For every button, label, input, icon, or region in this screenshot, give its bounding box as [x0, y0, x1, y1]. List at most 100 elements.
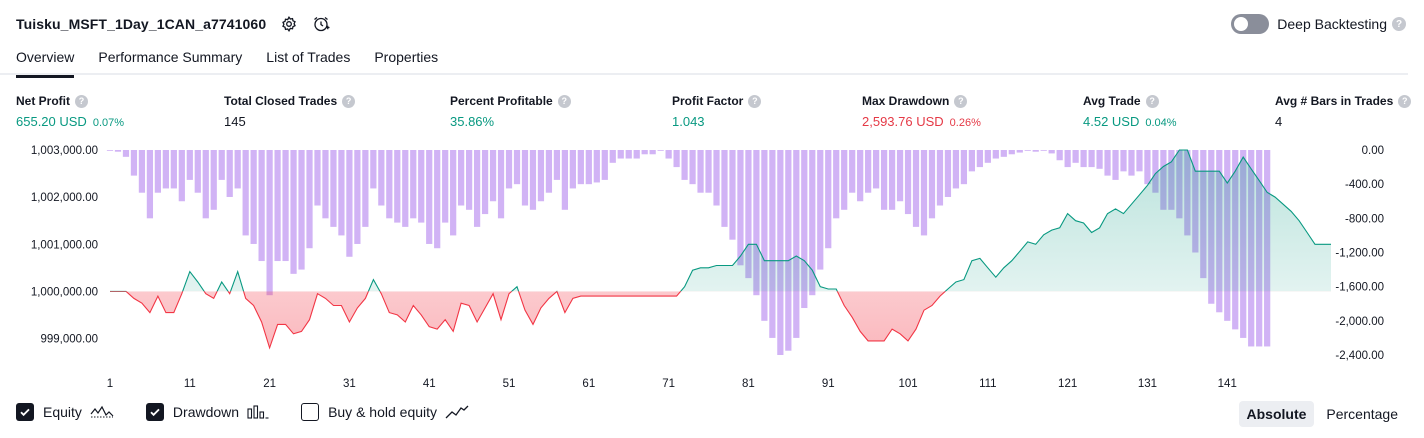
metric-info-icon[interactable]: ? [342, 94, 356, 108]
drawdown-bar-105 [936, 150, 944, 206]
drawdown-bar-59 [569, 150, 576, 189]
strategy-header: Tuisku_MSFT_1Day_1CAN_a7741060 [16, 12, 330, 36]
drawdown-checkbox[interactable] [145, 403, 164, 421]
metric-info-icon[interactable]: ? [954, 94, 968, 108]
x-tick-131: 131 [1138, 378, 1157, 390]
drawdown-bar-82 [753, 150, 760, 296]
deep-backtesting-toggle[interactable] [1231, 14, 1270, 34]
drawdown-bar-24 [290, 150, 297, 274]
drawdown-bar-104 [928, 150, 936, 219]
metric-label: Profit Factor? [672, 94, 762, 108]
legend-drawdown[interactable]: Drawdown [145, 403, 269, 421]
drawdown-bar-47 [473, 150, 481, 227]
tab-properties[interactable]: Properties [374, 49, 439, 65]
drawdown-bar-64 [609, 150, 616, 163]
drawdown-bar-108 [960, 150, 968, 185]
drawdown-bar-42 [434, 150, 441, 249]
metric-5: Avg Trade? 4.52 USD 0.04% [1083, 94, 1177, 129]
metric-label-text: Percent Profitable [450, 94, 553, 108]
drawdown-bar-96 [865, 150, 872, 193]
x-tick-61: 61 [582, 378, 595, 390]
x-tick-51: 51 [503, 378, 516, 390]
metric-info-icon[interactable]: ? [748, 94, 762, 108]
drawdown-bar-37 [394, 150, 401, 223]
drawdown-bar-109 [968, 150, 975, 172]
x-tick-141: 141 [1218, 378, 1237, 390]
metric-percent: 0.07% [92, 117, 125, 129]
tab-list-of-trades[interactable]: List of Trades [266, 49, 351, 65]
drawdown-bars-icon [247, 405, 269, 419]
drawdown-bar-31 [346, 150, 353, 257]
drawdown-bar-132 [1152, 150, 1159, 193]
drawdown-bar-22 [274, 150, 281, 262]
metric-label-text: Total Closed Trades [224, 94, 338, 108]
drawdown-bar-76 [705, 150, 712, 193]
metric-3: Profit Factor? 1.043 [672, 94, 762, 129]
drawdown-bar-18 [242, 150, 249, 236]
x-tick-71: 71 [662, 378, 675, 390]
drawdown-bar-34 [370, 150, 377, 189]
metric-info-icon[interactable]: ? [557, 94, 571, 108]
drawdown-bar-33 [362, 150, 369, 227]
x-tick-111: 111 [979, 378, 996, 390]
drawdown-bar-124 [1088, 150, 1095, 168]
drawdown-bar-125 [1096, 150, 1103, 169]
metric-6: Avg # Bars in Trades? 4 [1275, 94, 1412, 129]
y-left-tick-3: 1,000,000.00 [31, 286, 98, 298]
scale-mode-switch: Absolute Percentage [1235, 401, 1407, 427]
metric-value: 4.52 USD 0.04% [1083, 114, 1177, 129]
drawdown-bar-84 [769, 150, 776, 338]
metric-label-text: Avg Trade [1083, 94, 1141, 108]
drawdown-bar-86 [785, 150, 792, 351]
settings-gear-icon[interactable] [280, 15, 298, 33]
drawdown-bar-75 [697, 150, 704, 193]
drawdown-bar-10 [178, 150, 185, 202]
drawdown-bar-35 [378, 150, 385, 206]
drawdown-bar-51 [505, 150, 513, 189]
drawdown-bar-28 [322, 150, 329, 219]
legend-buy-hold[interactable]: Buy & hold equity [301, 403, 469, 421]
drawdown-bar-60 [577, 150, 584, 185]
tab-performance-summary[interactable]: Performance Summary [98, 49, 243, 65]
legend-equity[interactable]: Equity [16, 403, 114, 421]
equity-line-icon [90, 405, 114, 419]
drawdown-bar-130 [1136, 150, 1143, 172]
metric-value-text: 655.20 USD [16, 114, 87, 129]
drawdown-bar-1 [106, 150, 114, 151]
buy-hold-checkbox[interactable] [301, 403, 320, 421]
drawdown-bar-88 [801, 150, 808, 309]
drawdown-bar-120 [1056, 150, 1063, 161]
mode-absolute[interactable]: Absolute [1238, 401, 1315, 427]
equity-checkbox[interactable] [16, 403, 34, 421]
drawdown-bar-44 [450, 150, 457, 236]
metric-value-text: 1.043 [672, 114, 705, 129]
metric-label: Max Drawdown? [862, 94, 981, 108]
y-left-tick-4: 999,000.00 [40, 334, 98, 346]
add-alert-clock-icon[interactable] [312, 15, 330, 33]
drawdown-bar-72 [673, 150, 680, 168]
equity-line-negative [110, 291, 947, 350]
drawdown-bar-87 [793, 150, 800, 338]
drawdown-bar-27 [314, 150, 321, 206]
equity-label: Equity [43, 404, 82, 420]
metric-4: Max Drawdown? 2,593.76 USD 0.26% [862, 94, 981, 129]
drawdown-bar-68 [641, 150, 648, 155]
metric-label: Avg Trade? [1083, 94, 1177, 108]
metric-info-icon[interactable]: ? [1145, 94, 1159, 108]
metric-0: Net Profit? 655.20 USD 0.07% [16, 94, 124, 129]
drawdown-bar-97 [873, 150, 880, 189]
metric-info-icon[interactable]: ? [1398, 94, 1412, 108]
drawdown-bar-77 [713, 150, 720, 206]
mode-percentage[interactable]: Percentage [1326, 406, 1398, 422]
metric-label: Percent Profitable? [450, 94, 571, 108]
drawdown-bar-122 [1072, 150, 1079, 163]
x-tick-81: 81 [742, 378, 755, 390]
help-icon[interactable]: ? [1392, 17, 1406, 31]
metric-info-icon[interactable]: ? [75, 94, 88, 108]
drawdown-bar-117 [1032, 150, 1039, 152]
drawdown-bar-25 [298, 150, 305, 270]
metric-value: 655.20 USD 0.07% [16, 114, 124, 129]
drawdown-bar-111 [984, 150, 991, 163]
drawdown-bar-8 [162, 150, 169, 189]
tab-overview[interactable]: Overview [16, 46, 75, 78]
